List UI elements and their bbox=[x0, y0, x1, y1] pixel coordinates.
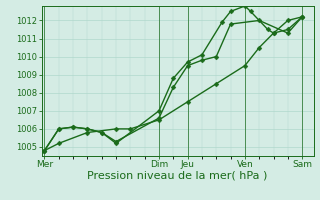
X-axis label: Pression niveau de la mer( hPa ): Pression niveau de la mer( hPa ) bbox=[87, 171, 268, 181]
